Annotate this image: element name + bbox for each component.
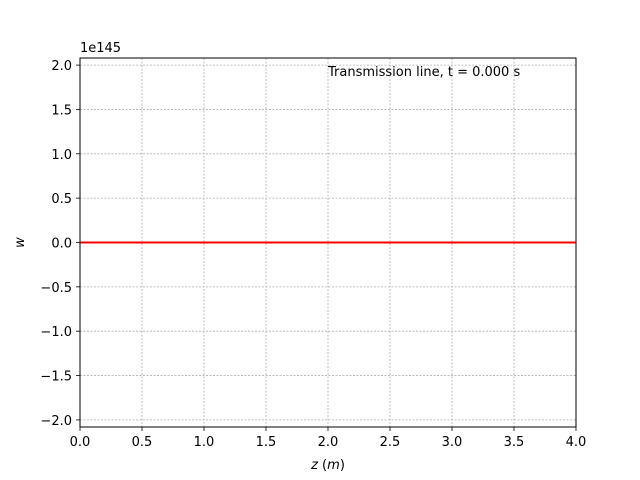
y-tick-label: −1.5 bbox=[40, 370, 72, 385]
x-tick-label: 1.5 bbox=[256, 435, 277, 450]
y-tick-label: 2.0 bbox=[51, 59, 72, 74]
axis-ticks: 0.0 0.5 1.0 1.5 2.0 2.5 3.0 3.5 4.0 −2.0 −1.5 −1.0 −… bbox=[40, 59, 586, 450]
y-tick-label: 0.5 bbox=[51, 192, 72, 207]
y-tick-label: 1.5 bbox=[51, 103, 72, 118]
x-axis-label: z (m) bbox=[310, 458, 345, 473]
x-tick-label: 3.0 bbox=[442, 435, 463, 450]
x-tick-label: 0.5 bbox=[132, 435, 153, 450]
y-tick-label: −0.5 bbox=[40, 281, 72, 296]
y-offset-label: 1e145 bbox=[80, 41, 121, 56]
x-tick-label: 1.0 bbox=[194, 435, 215, 450]
x-tick-label: 2.5 bbox=[380, 435, 401, 450]
chart-annotation: Transmission line, t = 0.000 s bbox=[327, 65, 520, 80]
y-axis-label: w bbox=[13, 237, 28, 248]
y-tick-label: −2.0 bbox=[40, 414, 72, 429]
y-tick-label: 1.0 bbox=[51, 148, 72, 163]
x-tick-label: 3.5 bbox=[504, 435, 525, 450]
y-tick-label: 0.0 bbox=[51, 237, 72, 252]
x-tick-label: 4.0 bbox=[566, 435, 587, 450]
y-tick-label: −1.0 bbox=[40, 325, 72, 340]
x-tick-label: 0.0 bbox=[70, 435, 91, 450]
x-tick-label: 2.0 bbox=[318, 435, 339, 450]
